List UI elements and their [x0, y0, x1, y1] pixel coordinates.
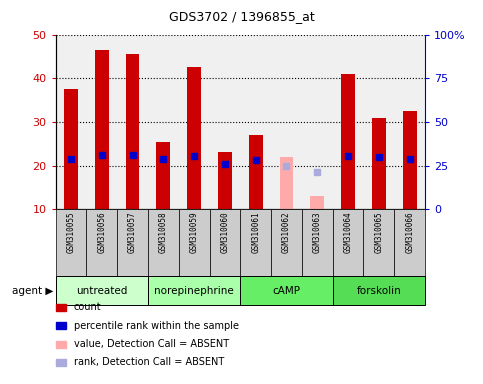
Text: GSM310057: GSM310057: [128, 211, 137, 253]
Bar: [56, 276, 148, 305]
Bar: [86, 209, 117, 276]
Bar: [364, 209, 394, 276]
Text: GDS3702 / 1396855_at: GDS3702 / 1396855_at: [169, 10, 314, 23]
Bar: [210, 209, 240, 276]
Bar: [148, 276, 241, 305]
Text: GSM310065: GSM310065: [374, 211, 384, 253]
Bar: [156, 142, 170, 209]
Bar: [271, 209, 302, 276]
Text: GSM310058: GSM310058: [159, 211, 168, 253]
Text: value, Detection Call = ABSENT: value, Detection Call = ABSENT: [74, 339, 229, 349]
Bar: [311, 196, 324, 209]
Bar: [372, 118, 386, 209]
Bar: [280, 157, 293, 209]
Text: cAMP: cAMP: [272, 286, 300, 296]
Bar: [333, 209, 364, 276]
Bar: [240, 276, 333, 305]
Bar: [341, 74, 355, 209]
Bar: [218, 152, 232, 209]
Text: agent ▶: agent ▶: [12, 286, 53, 296]
Text: GSM310055: GSM310055: [67, 211, 75, 253]
Text: GSM310066: GSM310066: [405, 211, 414, 253]
Bar: [394, 209, 425, 276]
Bar: [249, 135, 263, 209]
Text: GSM310060: GSM310060: [220, 211, 229, 253]
Text: GSM310059: GSM310059: [190, 211, 199, 253]
Bar: [179, 209, 210, 276]
Bar: [333, 276, 425, 305]
Text: GSM310061: GSM310061: [251, 211, 260, 253]
Bar: [126, 54, 140, 209]
Text: percentile rank within the sample: percentile rank within the sample: [74, 321, 239, 331]
Text: rank, Detection Call = ABSENT: rank, Detection Call = ABSENT: [74, 358, 224, 367]
Bar: [187, 67, 201, 209]
Text: GSM310056: GSM310056: [97, 211, 106, 253]
Text: GSM310063: GSM310063: [313, 211, 322, 253]
Text: norepinephrine: norepinephrine: [154, 286, 234, 296]
Bar: [240, 209, 271, 276]
Text: GSM310064: GSM310064: [343, 211, 353, 253]
Bar: [403, 111, 416, 209]
Bar: [117, 209, 148, 276]
Bar: [302, 209, 333, 276]
Text: untreated: untreated: [76, 286, 128, 296]
Bar: [148, 209, 179, 276]
Bar: [56, 209, 86, 276]
Bar: [95, 50, 109, 209]
Text: count: count: [74, 302, 101, 312]
Text: GSM310062: GSM310062: [282, 211, 291, 253]
Text: forskolin: forskolin: [356, 286, 401, 296]
Bar: [64, 89, 78, 209]
